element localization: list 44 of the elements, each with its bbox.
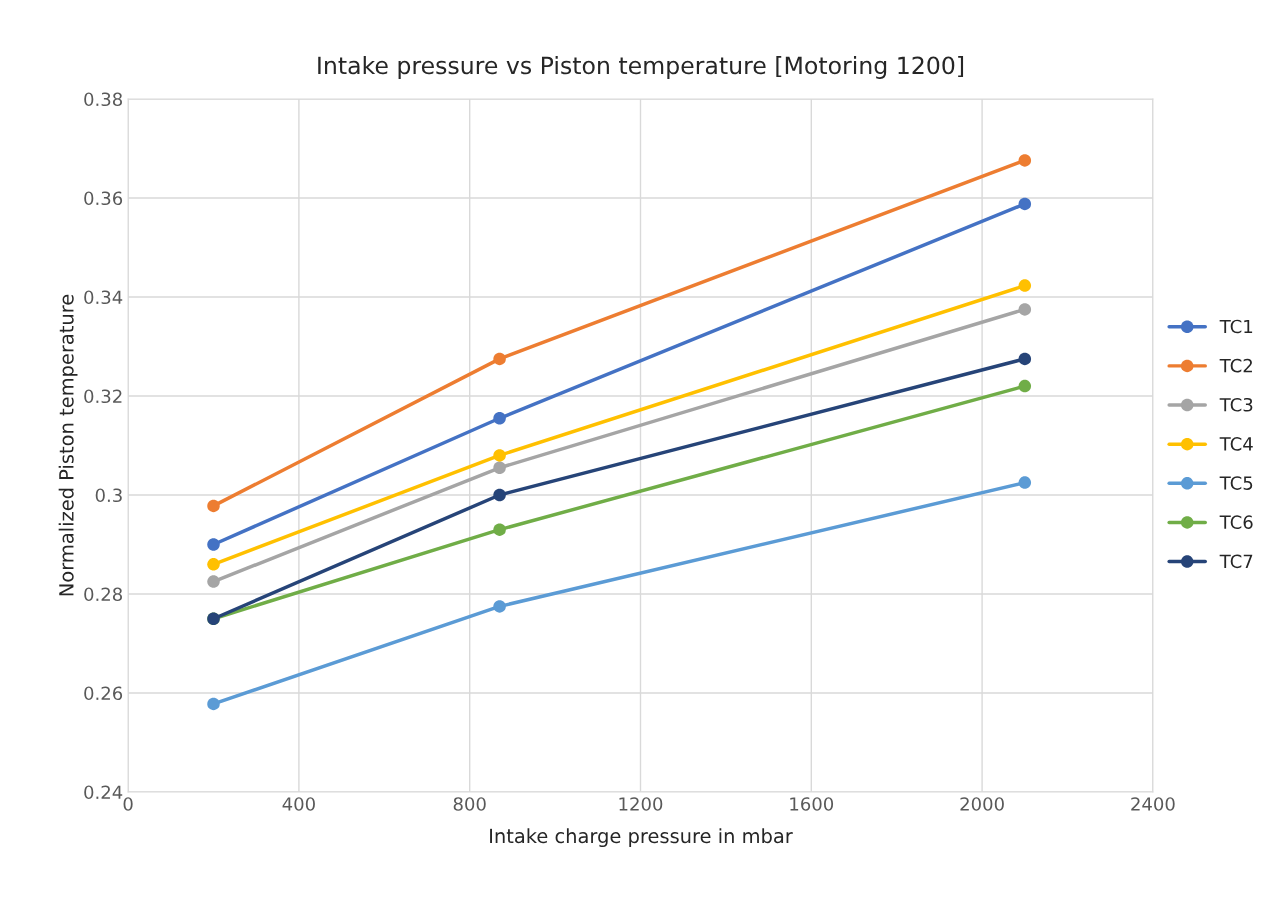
y-tick-label: 0.24 xyxy=(84,785,123,800)
x-tick-label: 1200 xyxy=(619,797,663,811)
legend-label: TC5 xyxy=(1219,476,1253,490)
y-axis-title: Normalized Piston temperature xyxy=(58,294,78,596)
legend-label: TC2 xyxy=(1219,358,1252,373)
y-tick-label: 0.36 xyxy=(84,191,123,206)
y-tick-label: 0.26 xyxy=(84,686,123,701)
point xyxy=(493,523,506,536)
point xyxy=(1018,303,1032,316)
point xyxy=(1018,154,1032,167)
chart-title: Intake pressure vs Piston temperature [Motoring 1200] xyxy=(318,56,964,79)
point xyxy=(493,600,506,613)
x-tick-label: 2000 xyxy=(960,797,1004,811)
y-tick-label: 0.3 xyxy=(95,488,122,503)
point xyxy=(207,697,220,711)
point xyxy=(493,461,506,475)
legend-label: TC3 xyxy=(1219,397,1253,412)
point xyxy=(493,488,506,502)
point xyxy=(1018,197,1032,211)
point xyxy=(1018,352,1032,366)
x-tick-label: 800 xyxy=(453,797,486,811)
y-tick-label: 0.28 xyxy=(84,587,122,602)
y-tick-label: 0.34 xyxy=(84,290,123,305)
point xyxy=(207,538,220,551)
point xyxy=(493,352,506,366)
point xyxy=(1018,379,1032,393)
x-tick-label: 2400 xyxy=(1131,797,1175,811)
y-tick-label: 0.32 xyxy=(84,389,122,404)
point xyxy=(493,412,506,425)
legend-label: TC4 xyxy=(1219,437,1253,451)
legend-label: TC1 xyxy=(1219,319,1253,334)
point xyxy=(207,558,220,571)
point xyxy=(207,575,220,588)
x-tick-label: 0 xyxy=(123,797,133,811)
y-tick-label: 0.38 xyxy=(84,92,122,107)
point xyxy=(207,499,220,513)
legend-label: TC6 xyxy=(1219,515,1253,530)
x-axis-title: Intake charge pressure in mbar xyxy=(490,828,793,848)
point xyxy=(1018,476,1032,489)
point xyxy=(493,449,506,462)
x-tick-label: 1600 xyxy=(790,797,834,811)
x-tick-label: 400 xyxy=(282,797,315,811)
legend-label: TC7 xyxy=(1219,554,1253,569)
point xyxy=(1018,279,1032,292)
